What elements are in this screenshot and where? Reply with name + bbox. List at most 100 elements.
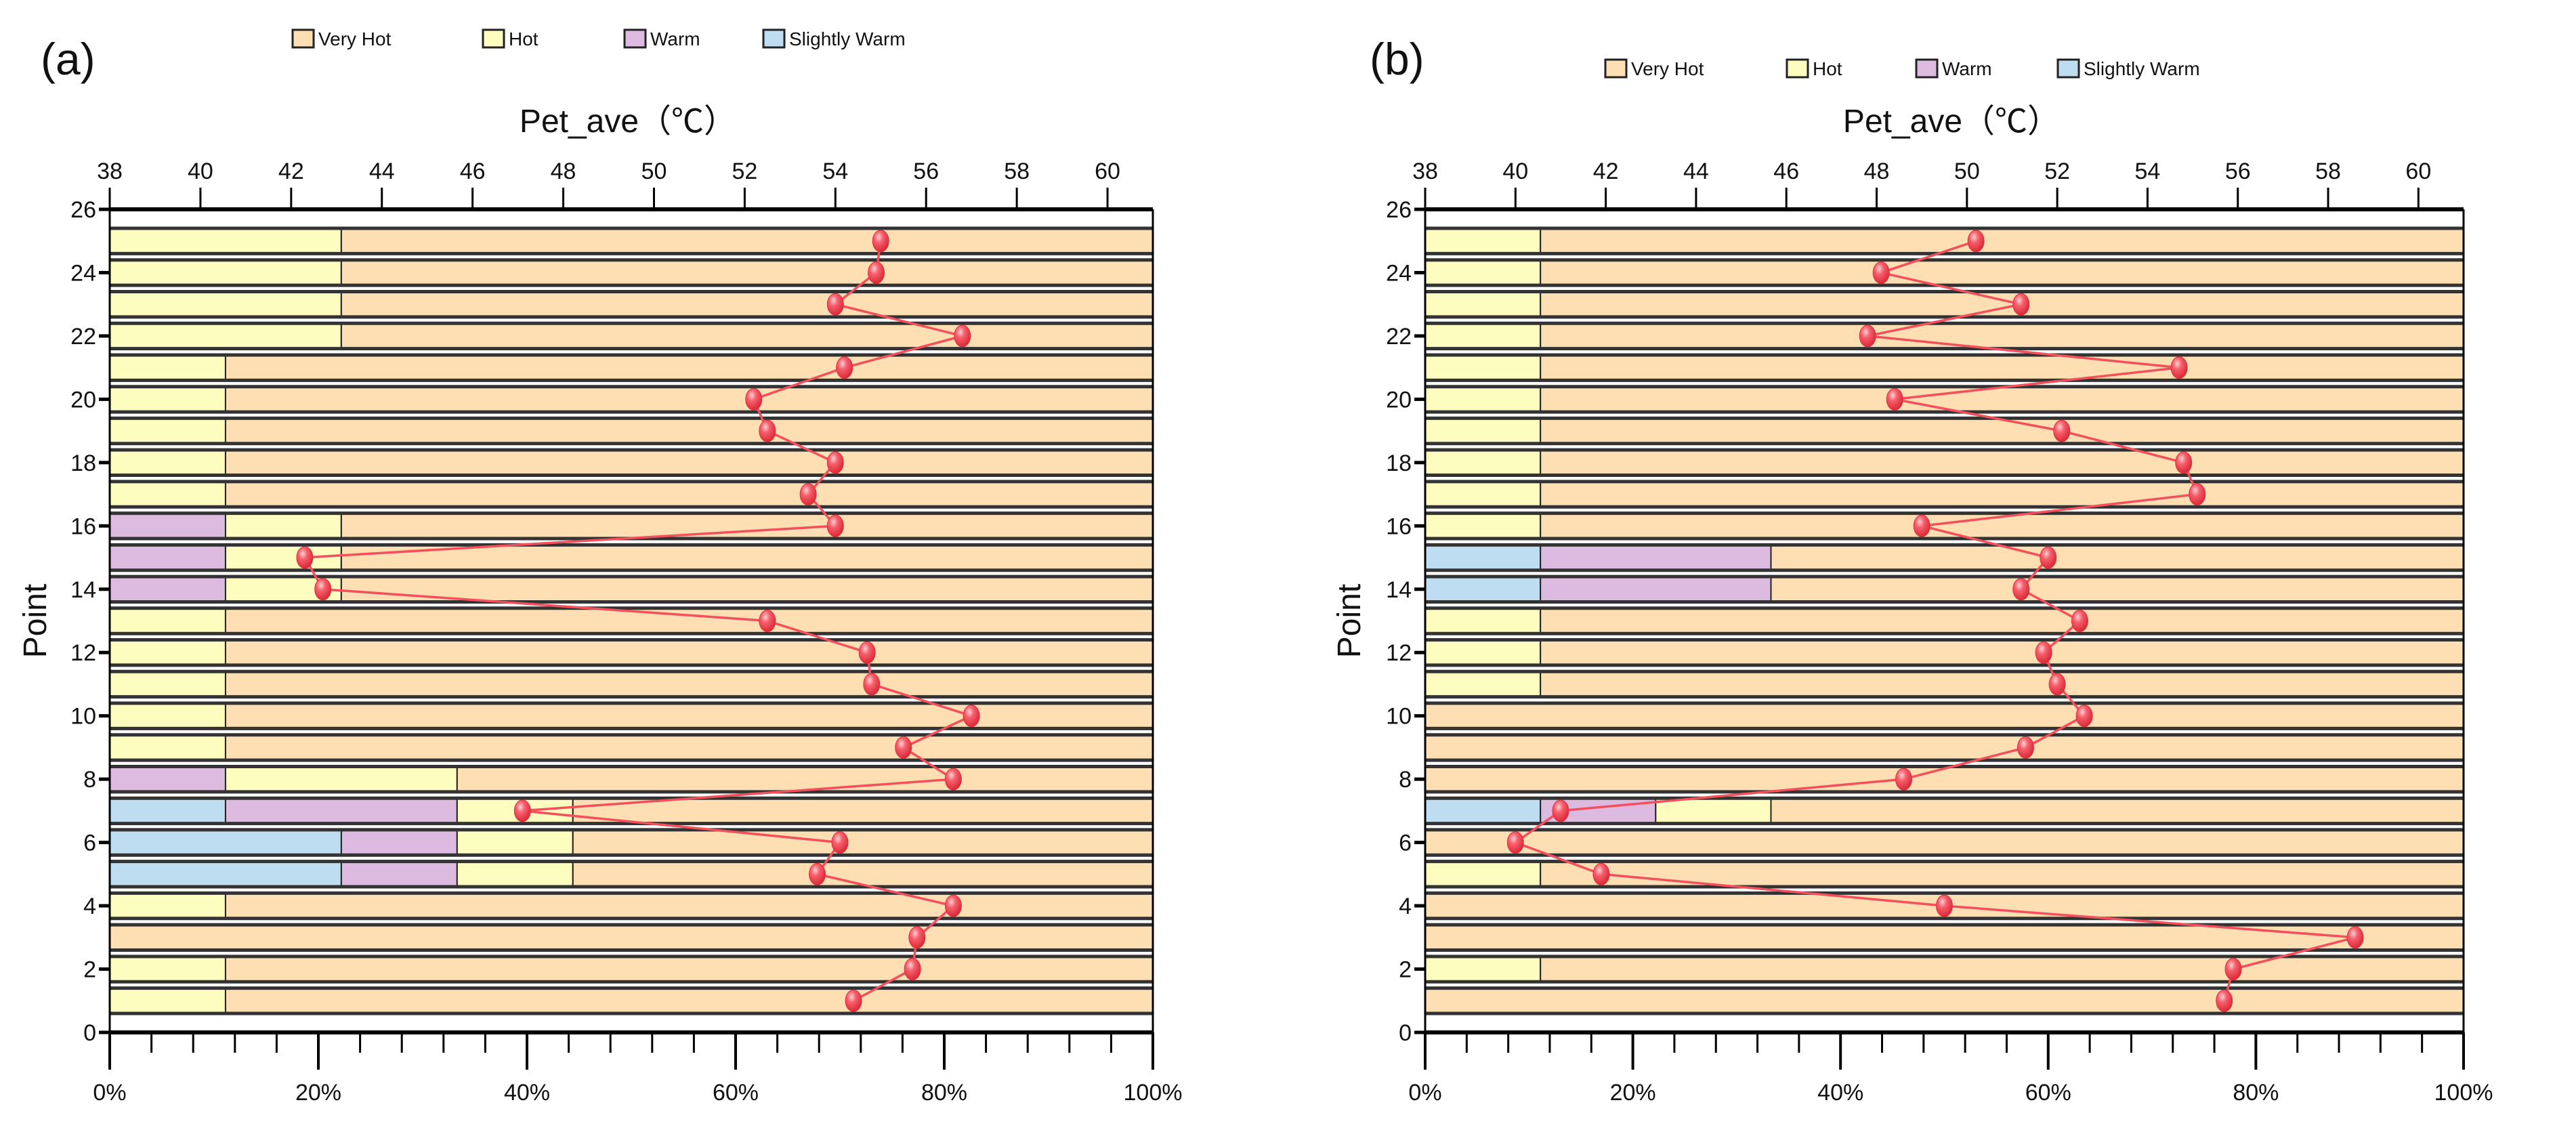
pet-ave-marker xyxy=(2175,451,2193,474)
bar-segment-very-hot xyxy=(1540,354,2465,381)
bottom-tick-label: 20% xyxy=(295,1080,341,1106)
bar-point-22 xyxy=(1424,321,2465,351)
legend-label: Hot xyxy=(1813,58,1842,79)
bar-segment-hot xyxy=(1424,228,1542,255)
bar-point-7 xyxy=(1424,796,2464,826)
bar-point-8 xyxy=(109,764,1154,794)
y-tick-label: 20 xyxy=(1386,387,1412,413)
pet-ave-marker xyxy=(2053,419,2071,442)
bar-segment-very-hot xyxy=(224,607,1154,635)
legend-swatch xyxy=(482,28,505,49)
legend-label: Very Hot xyxy=(318,28,392,49)
top-tick-label: 56 xyxy=(913,159,939,184)
y-tick-label: 6 xyxy=(1399,831,1412,856)
bottom-tick-label: 0% xyxy=(93,1080,126,1106)
bar-segment-very-hot xyxy=(572,860,1154,888)
bottom-tick-label: 60% xyxy=(2025,1080,2071,1106)
bar-segment-warm xyxy=(109,576,226,603)
bar-point-21 xyxy=(109,353,1154,382)
bar-segment-hot xyxy=(109,417,226,444)
bar-segment-hot xyxy=(109,892,226,919)
bar-segment-very-hot xyxy=(340,322,1154,350)
y-tick-label: 16 xyxy=(1386,513,1412,539)
top-tick-label: 38 xyxy=(97,159,123,184)
pet-ave-marker xyxy=(954,324,971,348)
y-tick-label: 20 xyxy=(70,387,96,413)
bar-segment-hot xyxy=(109,607,226,635)
legend-swatch xyxy=(291,28,315,49)
bar-point-25 xyxy=(1424,226,2465,255)
bar-segment-very-hot xyxy=(1424,987,2464,1014)
bar-point-10 xyxy=(109,701,1154,730)
legend-label: Slightly Warm xyxy=(2084,58,2200,79)
bar-segment-hot xyxy=(1424,607,1542,635)
pet-ave-marker xyxy=(858,641,876,664)
bar-point-16 xyxy=(1424,511,2465,541)
bar-point-24 xyxy=(1424,258,2465,287)
pet-ave-marker xyxy=(1506,831,1524,854)
legend-item: Slightly Warm xyxy=(2056,58,2200,79)
bar-segment-warm xyxy=(224,797,458,824)
pet-ave-marker xyxy=(2224,958,2242,981)
bar-point-14 xyxy=(109,574,1154,604)
pet-ave-marker xyxy=(1967,230,1985,253)
bar-point-14 xyxy=(1424,574,2464,604)
bar-segment-very-hot xyxy=(224,449,1154,476)
bar-segment-hot xyxy=(109,703,226,730)
bar-segment-hot xyxy=(109,259,342,287)
top-tick-label: 44 xyxy=(369,159,395,184)
pet-ave-marker xyxy=(908,926,926,949)
pet-ave-marker xyxy=(872,230,889,253)
bar-segment-hot xyxy=(1424,291,1542,318)
pet-ave-marker xyxy=(944,894,962,917)
legend-swatch xyxy=(2056,58,2080,79)
bar-segment-slightly-warm xyxy=(1424,544,1542,571)
bar-segment-hot xyxy=(109,385,226,413)
bottom-tick-label: 80% xyxy=(921,1080,967,1106)
pet-ave-marker xyxy=(904,958,921,981)
bar-segment-very-hot xyxy=(1424,766,2464,793)
legend-label: Warm xyxy=(650,28,700,49)
bar-segment-very-hot xyxy=(224,385,1154,413)
legend-swatch xyxy=(762,28,786,49)
bar-segment-hot xyxy=(1424,322,1542,350)
pet-ave-marker xyxy=(1872,261,1890,284)
y-tick-label: 12 xyxy=(70,640,96,666)
y-tick-label: 4 xyxy=(1399,894,1412,919)
y-tick-label: 22 xyxy=(1386,324,1412,350)
top-tick-label: 50 xyxy=(641,159,667,184)
bar-segment-very-hot xyxy=(1540,259,2465,287)
pet-ave-marker xyxy=(1886,387,1903,411)
bar-segment-slightly-warm xyxy=(109,829,342,856)
top-tick-label: 58 xyxy=(1004,159,1030,184)
bar-point-20 xyxy=(1424,385,2465,414)
y-tick-label: 22 xyxy=(70,324,96,350)
bar-segment-hot xyxy=(109,354,226,381)
bar-point-5 xyxy=(1424,860,2465,889)
bar-segment-very-hot xyxy=(1540,480,2465,508)
panel-label: (b) xyxy=(1370,34,1424,84)
pet-ave-marker xyxy=(2071,610,2088,632)
bar-segment-very-hot xyxy=(340,512,1154,539)
bar-segment-hot xyxy=(109,987,226,1014)
bar-point-13 xyxy=(1424,606,2465,635)
bar-segment-warm xyxy=(1540,576,1772,603)
pet-ave-marker xyxy=(2189,483,2206,506)
pet-ave-marker xyxy=(963,705,980,728)
pet-ave-marker xyxy=(2012,578,2030,601)
y-tick-label: 18 xyxy=(1386,450,1412,476)
bar-segment-hot xyxy=(109,671,226,698)
y-tick-label: 0 xyxy=(1399,1020,1412,1046)
top-tick-label: 44 xyxy=(1683,159,1709,184)
bar-segment-hot xyxy=(1424,480,1542,508)
bar-segment-hot xyxy=(1424,955,1542,983)
bar-segment-very-hot xyxy=(572,829,1154,856)
legend-swatch xyxy=(623,28,647,49)
top-axis-title: Pet_ave（℃） xyxy=(520,104,736,140)
top-tick-label: 60 xyxy=(2405,159,2431,184)
pet-ave-marker xyxy=(2035,641,2052,664)
top-tick-label: 42 xyxy=(1593,159,1619,184)
bar-point-18 xyxy=(109,448,1154,478)
top-tick-label: 40 xyxy=(188,159,213,184)
